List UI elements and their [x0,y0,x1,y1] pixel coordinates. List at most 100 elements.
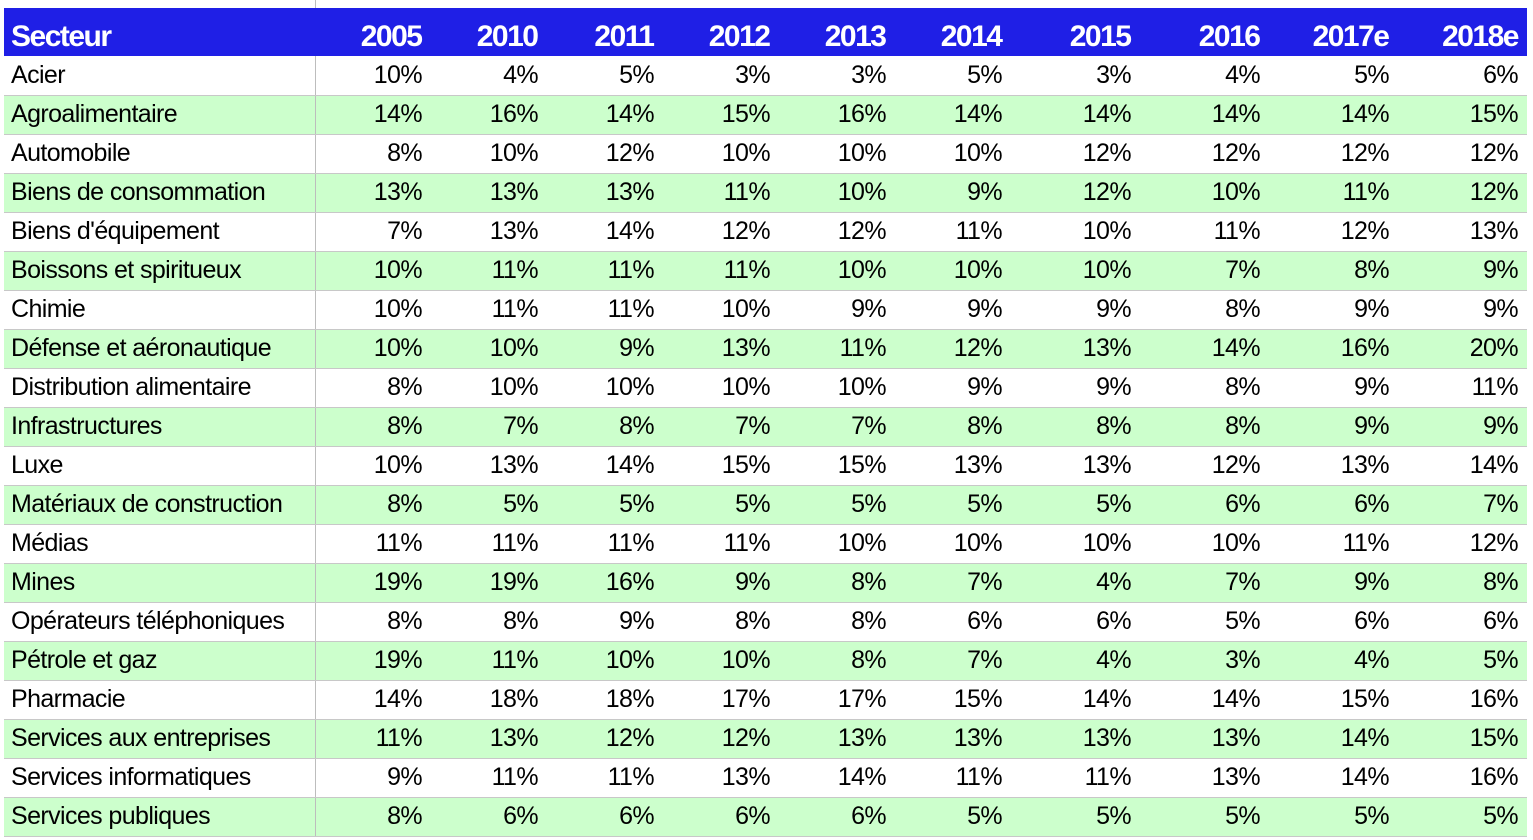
value-cell[interactable]: 6% [431,797,547,837]
value-cell[interactable]: 7% [431,407,547,447]
sector-cell[interactable]: Médias [4,524,316,564]
value-cell[interactable]: 9% [1011,290,1140,330]
value-cell[interactable]: 10% [1011,212,1140,252]
value-cell[interactable]: 14% [315,95,431,135]
value-cell[interactable]: 6% [663,797,779,837]
sector-cell[interactable]: Services aux entreprises [4,719,316,759]
value-cell[interactable]: 12% [1398,524,1527,564]
value-cell[interactable]: 13% [431,173,547,213]
value-cell[interactable]: 16% [1398,680,1527,720]
value-cell[interactable]: 10% [895,524,1011,564]
value-cell[interactable]: 6% [895,602,1011,642]
header-cell-year[interactable]: 2005 [314,8,431,56]
value-cell[interactable]: 11% [895,758,1011,798]
value-cell[interactable]: 11% [431,251,547,291]
value-cell[interactable]: 4% [431,56,547,96]
value-cell[interactable]: 10% [895,251,1011,291]
value-cell[interactable]: 13% [315,173,431,213]
value-cell[interactable]: 20% [1398,329,1527,369]
value-cell[interactable]: 8% [1140,290,1269,330]
sector-cell[interactable]: Distribution alimentaire [4,368,316,408]
value-cell[interactable]: 9% [1269,563,1398,603]
value-cell[interactable]: 10% [1140,173,1269,213]
value-cell[interactable]: 6% [779,797,895,837]
header-cell-year[interactable]: 2012 [662,8,779,56]
value-cell[interactable]: 14% [1140,680,1269,720]
value-cell[interactable]: 5% [1140,797,1269,837]
value-cell[interactable]: 11% [315,719,431,759]
value-cell[interactable]: 16% [547,563,663,603]
sector-cell[interactable]: Pharmacie [4,680,316,720]
value-cell[interactable]: 11% [663,251,779,291]
value-cell[interactable]: 15% [779,446,895,486]
value-cell[interactable]: 9% [779,290,895,330]
value-cell[interactable]: 10% [315,290,431,330]
value-cell[interactable]: 10% [547,641,663,681]
value-cell[interactable]: 13% [779,719,895,759]
sector-cell[interactable]: Biens d'équipement [4,212,316,252]
value-cell[interactable]: 9% [547,329,663,369]
value-cell[interactable]: 5% [1398,641,1527,681]
value-cell[interactable]: 5% [663,485,779,525]
value-cell[interactable]: 9% [663,563,779,603]
value-cell[interactable]: 5% [1269,56,1398,96]
value-cell[interactable]: 3% [1011,56,1140,96]
value-cell[interactable]: 5% [547,485,663,525]
value-cell[interactable]: 5% [1269,797,1398,837]
value-cell[interactable]: 15% [663,95,779,135]
value-cell[interactable]: 13% [663,329,779,369]
value-cell[interactable]: 12% [663,719,779,759]
value-cell[interactable]: 5% [1140,602,1269,642]
value-cell[interactable]: 5% [1011,797,1140,837]
value-cell[interactable]: 7% [1398,485,1527,525]
value-cell[interactable]: 6% [547,797,663,837]
header-cell-year[interactable]: 2014 [894,8,1011,56]
value-cell[interactable]: 13% [895,446,1011,486]
sector-cell[interactable]: Opérateurs téléphoniques [4,602,316,642]
value-cell[interactable]: 11% [547,758,663,798]
value-cell[interactable]: 11% [779,329,895,369]
value-cell[interactable]: 9% [547,602,663,642]
sector-cell[interactable]: Services publiques [4,797,316,837]
sector-cell[interactable]: Services informatiques [4,758,316,798]
value-cell[interactable]: 13% [431,446,547,486]
value-cell[interactable]: 7% [315,212,431,252]
value-cell[interactable]: 8% [779,563,895,603]
value-cell[interactable]: 6% [1269,485,1398,525]
value-cell[interactable]: 8% [315,134,431,174]
sector-cell[interactable]: Matériaux de construction [4,485,316,525]
value-cell[interactable]: 16% [1398,758,1527,798]
value-cell[interactable]: 14% [1269,758,1398,798]
value-cell[interactable]: 11% [547,290,663,330]
value-cell[interactable]: 17% [779,680,895,720]
value-cell[interactable]: 10% [779,524,895,564]
value-cell[interactable]: 10% [315,329,431,369]
value-cell[interactable]: 8% [1269,251,1398,291]
value-cell[interactable]: 8% [779,602,895,642]
value-cell[interactable]: 12% [895,329,1011,369]
value-cell[interactable]: 10% [1011,524,1140,564]
value-cell[interactable]: 10% [1140,524,1269,564]
sector-cell[interactable]: Biens de consommation [4,173,316,213]
value-cell[interactable]: 9% [1269,368,1398,408]
value-cell[interactable]: 12% [1269,134,1398,174]
value-cell[interactable]: 13% [431,719,547,759]
value-cell[interactable]: 11% [431,524,547,564]
value-cell[interactable]: 12% [1398,173,1527,213]
value-cell[interactable]: 13% [431,212,547,252]
value-cell[interactable]: 5% [895,797,1011,837]
value-cell[interactable]: 11% [1269,524,1398,564]
value-cell[interactable]: 15% [663,446,779,486]
value-cell[interactable]: 5% [895,56,1011,96]
value-cell[interactable]: 12% [1011,134,1140,174]
value-cell[interactable]: 14% [315,680,431,720]
value-cell[interactable]: 9% [1269,290,1398,330]
value-cell[interactable]: 14% [1269,719,1398,759]
value-cell[interactable]: 12% [1398,134,1527,174]
value-cell[interactable]: 10% [779,173,895,213]
value-cell[interactable]: 11% [1140,212,1269,252]
value-cell[interactable]: 14% [547,446,663,486]
value-cell[interactable]: 7% [895,563,1011,603]
value-cell[interactable]: 10% [779,368,895,408]
value-cell[interactable]: 9% [895,368,1011,408]
